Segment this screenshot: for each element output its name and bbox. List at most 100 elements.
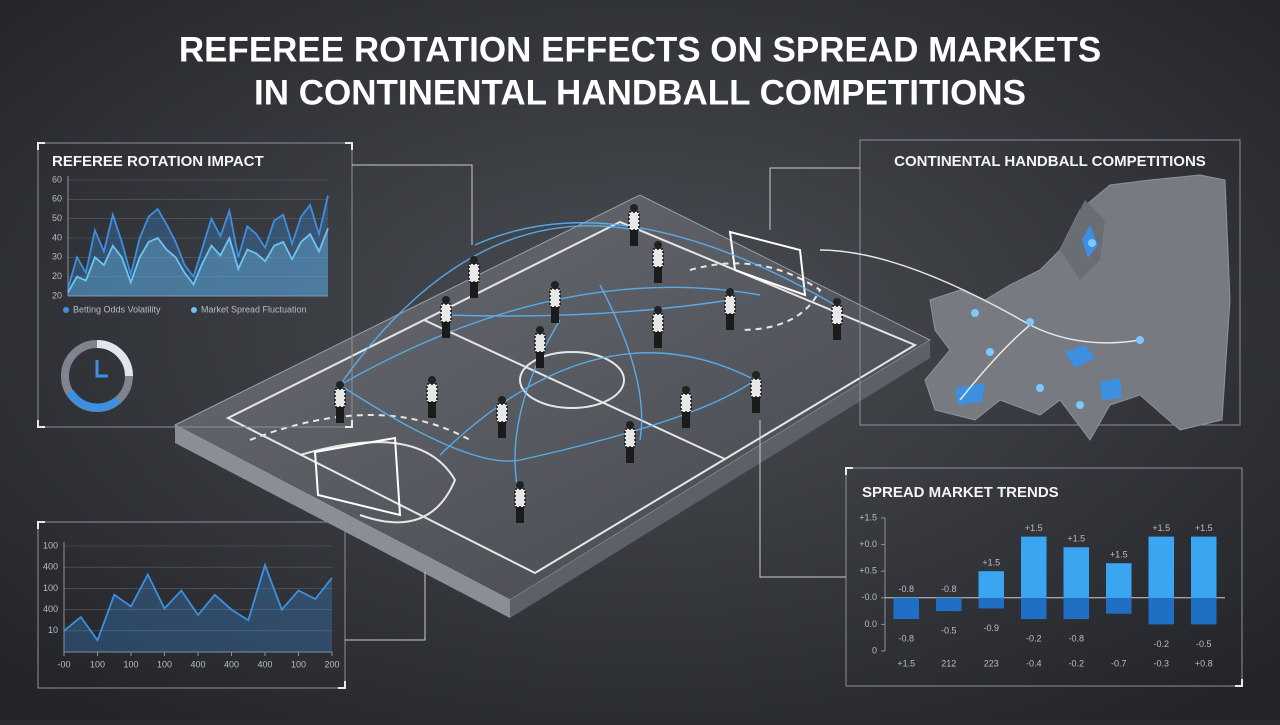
x-tick-label: +0.8 — [1195, 658, 1213, 668]
player — [680, 393, 692, 413]
panel-frame — [37, 139, 1243, 689]
player — [652, 313, 664, 333]
player — [440, 303, 452, 323]
player-legs — [752, 397, 760, 413]
player — [549, 288, 561, 308]
series-area — [64, 565, 332, 652]
player-head — [752, 371, 760, 379]
title-line: IN CONTINENTAL HANDBALL COMPETITIONS — [254, 73, 1026, 112]
panel-title: SPREAD MARKET TRENDS — [862, 484, 1059, 501]
bar-label: +1.5 — [1067, 534, 1085, 544]
player-head — [442, 296, 450, 304]
player-legs — [654, 332, 662, 348]
x-tick-label: -00 — [57, 659, 70, 669]
player-legs — [654, 267, 662, 283]
bar — [1191, 597, 1217, 625]
y-tick-label: 20 — [52, 271, 62, 281]
x-tick-label: 223 — [984, 658, 999, 668]
player-head — [630, 204, 638, 212]
x-tick-label: -0.3 — [1153, 658, 1169, 668]
x-tick-label: 100 — [90, 659, 105, 669]
y-tick-label: -0.0 — [861, 592, 877, 602]
bar — [1106, 597, 1132, 614]
x-tick-label: -0.2 — [1068, 658, 1084, 668]
bar — [1106, 563, 1132, 598]
player-legs — [442, 322, 450, 338]
bar-label: +1.5 — [1152, 523, 1170, 533]
bar-label: +1.5 — [1110, 550, 1128, 560]
player-legs — [726, 314, 734, 330]
bar-label: +1.5 — [1025, 523, 1043, 533]
bar-label: -0.9 — [983, 623, 999, 633]
x-tick-label: -0.7 — [1111, 658, 1127, 668]
y-tick-label: 0 — [872, 645, 877, 655]
legend-swatch — [63, 307, 69, 313]
x-tick-label: 400 — [224, 659, 239, 669]
player-head — [726, 288, 734, 296]
series-area — [68, 195, 328, 296]
player-head — [654, 241, 662, 249]
player-legs — [336, 407, 344, 423]
player-head — [498, 396, 506, 404]
player-head — [654, 306, 662, 314]
series-line — [63, 562, 333, 643]
bar — [1063, 547, 1089, 598]
player-head — [682, 386, 690, 394]
player — [831, 305, 843, 325]
player — [534, 333, 546, 353]
player — [750, 378, 762, 398]
bar-label: -0.2 — [1026, 633, 1042, 643]
clock-icon — [61, 340, 133, 412]
player — [628, 211, 640, 231]
players — [334, 204, 843, 523]
player — [426, 383, 438, 403]
player-head — [626, 421, 634, 429]
y-tick-label: 20 — [52, 290, 62, 300]
player — [652, 248, 664, 268]
legend-label: Betting Odds Volatility — [73, 304, 161, 314]
bar — [1021, 536, 1047, 598]
title-line: REFEREE ROTATION EFFECTS ON SPREAD MARKE… — [179, 30, 1101, 69]
y-tick-label: 60 — [52, 174, 62, 184]
player-legs — [551, 307, 559, 323]
bar-label: -0.8 — [898, 633, 914, 643]
bar — [1191, 536, 1217, 598]
y-tick-label: 100 — [43, 583, 58, 593]
y-tick-label: +0.0 — [859, 539, 877, 549]
x-tick-label: 100 — [157, 659, 172, 669]
player — [724, 295, 736, 315]
player — [468, 263, 480, 283]
bar — [1063, 597, 1089, 620]
bar-label: +1.5 — [982, 558, 1000, 568]
bar-label: -0.5 — [1196, 639, 1212, 649]
y-tick-label: 50 — [52, 213, 62, 223]
player-head — [516, 481, 524, 489]
y-tick-label: +0.5 — [859, 566, 877, 576]
bar-label: -0.8 — [941, 584, 957, 594]
player-head — [536, 326, 544, 334]
bar — [1148, 536, 1174, 598]
player-head — [833, 298, 841, 306]
x-tick-label: 400 — [190, 659, 205, 669]
x-tick-label: +1.5 — [897, 658, 915, 668]
y-tick-label: 10 — [48, 625, 58, 635]
player-head — [428, 376, 436, 384]
player-legs — [626, 447, 634, 463]
player — [496, 403, 508, 423]
player-head — [470, 256, 478, 264]
panel-title: CONTINENTAL HANDBALL COMPETITIONS — [894, 153, 1206, 170]
player-legs — [516, 507, 524, 523]
bar — [1148, 597, 1174, 625]
bar — [978, 571, 1004, 598]
x-tick-label: 400 — [257, 659, 272, 669]
europe-map — [819, 174, 1231, 441]
bar-label: -0.8 — [1068, 633, 1084, 643]
bar — [936, 597, 962, 612]
series-line — [67, 227, 329, 293]
y-tick-label: +1.5 — [859, 512, 877, 522]
player-legs — [428, 402, 436, 418]
player-legs — [630, 230, 638, 246]
player — [624, 428, 636, 448]
bar-label: -0.2 — [1153, 639, 1169, 649]
bar-label: +1.5 — [1195, 523, 1213, 533]
